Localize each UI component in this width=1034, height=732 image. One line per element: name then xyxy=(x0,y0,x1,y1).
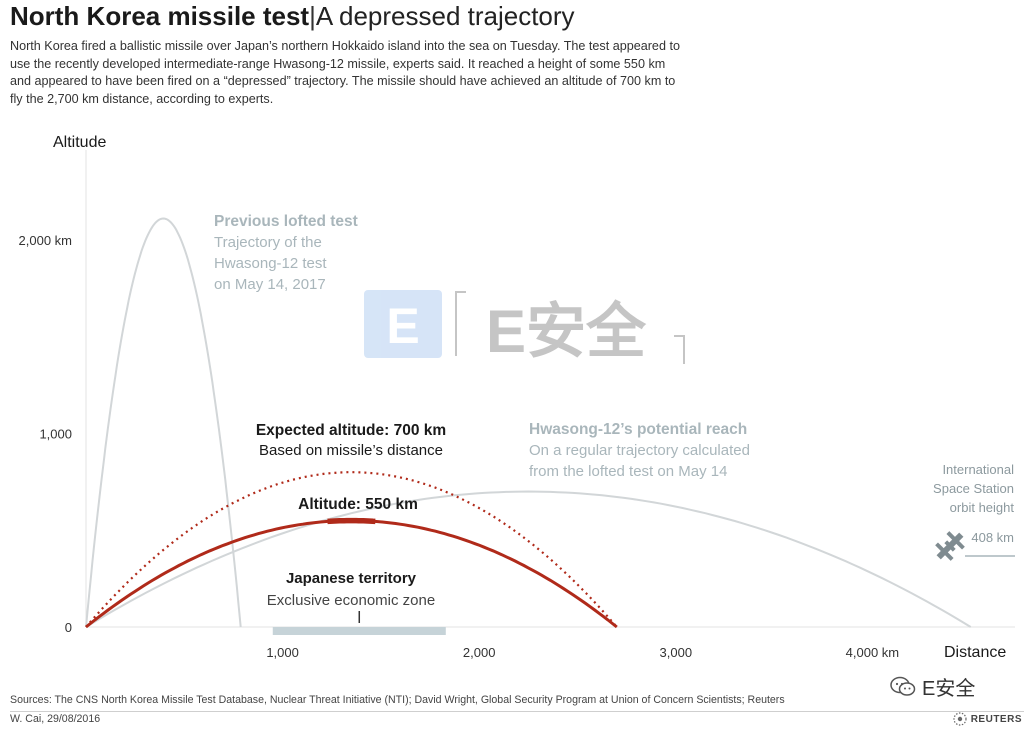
reuters-label: REUTERS xyxy=(970,713,1022,725)
wechat-label: E安全 xyxy=(922,678,976,700)
watermark-bracket-left xyxy=(455,291,466,356)
expected-title: Expected altitude: 700 km xyxy=(256,422,446,439)
footer-divider xyxy=(10,711,1024,712)
reuters-dots-icon xyxy=(953,712,967,726)
lofted-line-3: on May 14, 2017 xyxy=(214,276,326,293)
y-tick-labels: 2,000 km 1,000 0 xyxy=(19,233,72,635)
reach-line-1: On a regular trajectory calculated xyxy=(529,442,750,459)
x-tick-labels: 1,000 2,000 3,000 4,000 km xyxy=(266,645,899,660)
actual-title: Altitude: 550 km xyxy=(298,496,418,513)
x-tick-label-0: 1,000 xyxy=(266,645,299,660)
wechat-watermark: E安全 xyxy=(890,672,975,701)
y-tick-label-2: 0 xyxy=(65,620,72,635)
iss-line-2: Space Station xyxy=(933,481,1014,496)
expected-subtitle: Based on missile’s distance xyxy=(259,442,443,459)
title-bold: North Korea missile test xyxy=(10,1,310,31)
title-separator: | xyxy=(309,1,316,31)
x-tick-label-1: 2,000 xyxy=(463,645,496,660)
series-lofted-test-line xyxy=(85,217,242,628)
actual-apex-marker xyxy=(327,517,376,525)
iss-value: 408 km xyxy=(971,530,1014,545)
reuters-logo: REUTERS xyxy=(953,712,1022,726)
iss-line-1: International xyxy=(942,462,1014,477)
x-axis-label: Distance xyxy=(944,644,1006,661)
series-expected-altitude-line xyxy=(85,471,618,628)
watermark-bracket-right xyxy=(674,335,685,364)
y-tick-label-0: 2,000 km xyxy=(19,233,72,248)
lofted-line-2: Hwasong-12 test xyxy=(214,255,327,272)
watermark-e-badge xyxy=(364,290,442,358)
iss-icon xyxy=(935,531,965,561)
footer-credit: W. Cai, 29/08/2016 xyxy=(10,713,101,725)
lofted-title: Previous lofted test xyxy=(214,213,358,230)
footer-sources: Sources: The CNS North Korea Missile Tes… xyxy=(10,694,785,706)
chart-title: North Korea missile test|A depressed tra… xyxy=(10,0,1020,32)
watermark-e-letter: E xyxy=(386,298,419,354)
wechat-icon xyxy=(890,676,916,696)
iss-line-3: orbit height xyxy=(950,500,1015,515)
series-potential-reach-line xyxy=(85,490,972,628)
japanese-eez-bar xyxy=(272,627,446,635)
reach-title: Hwasong-12’s potential reach xyxy=(529,421,747,438)
chart-description: North Korea fired a ballistic missile ov… xyxy=(10,39,680,106)
watermark: E E安全 xyxy=(364,290,685,365)
reach-line-2: from the lofted test on May 14 xyxy=(529,463,727,480)
y-axis-label: Altitude xyxy=(53,134,106,151)
jp-subtitle: Exclusive economic zone xyxy=(267,592,435,609)
x-tick-label-3: 4,000 km xyxy=(846,645,899,660)
x-tick-label-2: 3,000 xyxy=(660,645,693,660)
jp-title: Japanese territory xyxy=(286,570,417,587)
title-subtitle: A depressed trajectory xyxy=(315,1,575,31)
y-tick-label-1: 1,000 xyxy=(39,427,72,442)
lofted-line-1: Trajectory of the xyxy=(214,234,322,251)
watermark-text: E安全 xyxy=(486,298,647,365)
